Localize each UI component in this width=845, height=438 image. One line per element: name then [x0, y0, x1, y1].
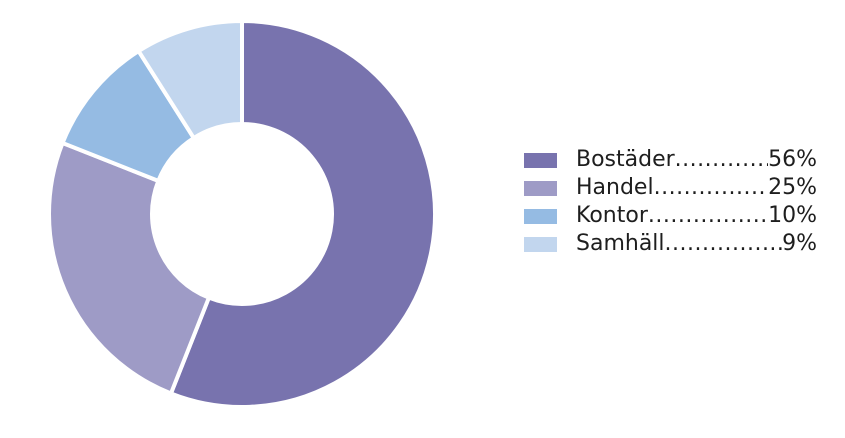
- legend-swatch-samhall: [524, 236, 557, 252]
- legend-leader-dots: [665, 230, 783, 258]
- legend-label-kontor: Kontor: [576, 203, 648, 228]
- legend-item-samhall: Samhäll 9%: [524, 230, 817, 258]
- legend-value-bostader: 56%: [768, 147, 817, 172]
- legend-item-kontor: Kontor 10%: [524, 202, 817, 230]
- legend-leader-dots: [648, 202, 768, 230]
- donut-slice-bostader: [168, 18, 437, 409]
- legend: Bostäder 56% Handel 25% Kontor 10% Samhä…: [524, 146, 817, 258]
- donut-slice-handel: [47, 140, 212, 397]
- legend-value-kontor: 10%: [768, 203, 817, 228]
- legend-swatch-kontor: [524, 208, 557, 224]
- legend-label-bostader: Bostäder: [576, 147, 675, 172]
- legend-swatch-bostader: [524, 152, 557, 168]
- legend-item-handel: Handel 25%: [524, 174, 817, 202]
- legend-leader-dots: [654, 174, 769, 202]
- legend-value-samhall: 9%: [782, 231, 817, 256]
- donut-slice-samhall: [135, 18, 244, 141]
- legend-leader-dots: [675, 146, 768, 174]
- legend-label-handel: Handel: [576, 175, 654, 200]
- legend-item-bostader: Bostäder 56%: [524, 146, 817, 174]
- legend-value-handel: 25%: [768, 175, 817, 200]
- legend-label-samhall: Samhäll: [576, 231, 665, 256]
- legend-swatch-handel: [524, 180, 557, 196]
